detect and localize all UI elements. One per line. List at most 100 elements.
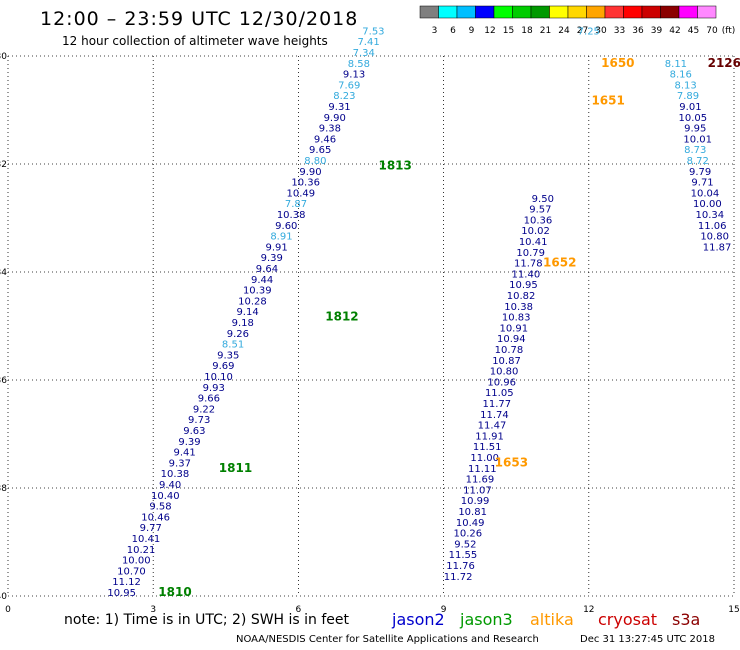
- swh-point: 11.76: [446, 561, 475, 572]
- swh-point: 11.77: [483, 399, 512, 410]
- swh-point: 7.25: [578, 26, 600, 37]
- swh-point: 10.95: [509, 280, 538, 291]
- swh-point: 10.96: [487, 377, 516, 388]
- swh-point: 11.06: [698, 221, 727, 232]
- swh-point: 9.90: [324, 113, 346, 124]
- swh-point: 10.41: [519, 237, 548, 248]
- swh-point: 10.87: [492, 356, 521, 367]
- swh-point: 10.00: [693, 199, 722, 210]
- swh-point: 9.95: [684, 124, 706, 135]
- swh-point: 10.36: [291, 178, 320, 189]
- swh-point: 9.64: [256, 264, 278, 275]
- colorbar-label: 27: [577, 26, 588, 36]
- swh-point: 11.47: [478, 421, 507, 432]
- swh-point: 9.37: [169, 458, 191, 469]
- swh-point: 7.53: [362, 26, 384, 37]
- swh-point: 10.01: [683, 134, 712, 145]
- colorbar: 3 6 9 12 15 18 21 24 27 30 33 36 39 42 45 70 (ft): [419, 5, 735, 36]
- swh-point: 7.69: [338, 80, 360, 91]
- swh-point: 11.07: [463, 485, 492, 496]
- swh-point: 11.00: [470, 453, 499, 464]
- swh-point: 10.83: [502, 313, 531, 324]
- swh-point: 7.87: [285, 199, 307, 210]
- swh-point: 8.80: [304, 156, 326, 167]
- colorbar-label: 15: [503, 26, 514, 36]
- swh-point: 8.73: [684, 145, 706, 156]
- y-tick-label: -30: [0, 52, 7, 62]
- swh-point: 9.39: [178, 437, 200, 448]
- colorbar-label: 30: [595, 26, 607, 36]
- swh-point: 9.31: [328, 102, 350, 113]
- swh-point: 9.44: [251, 275, 273, 286]
- swh-point: 11.55: [449, 550, 478, 561]
- colorbar-swatch: [697, 5, 717, 19]
- swh-point: 10.91: [499, 323, 528, 334]
- swh-point: 9.69: [212, 361, 234, 372]
- x-tick-label: 0: [5, 605, 11, 615]
- swh-point: 8.72: [687, 156, 709, 167]
- swh-point: 8.91: [270, 232, 292, 243]
- swh-point: 10.28: [238, 296, 267, 307]
- legend-cryosat: cryosat: [598, 610, 658, 629]
- swh-point: 10.10: [204, 372, 233, 383]
- swh-point: 9.93: [203, 383, 225, 394]
- swh-point: 8.58: [348, 59, 370, 70]
- swh-point: 11.91: [475, 431, 504, 442]
- swh-point: 9.77: [140, 523, 162, 534]
- legend-jason2: jason2: [392, 610, 445, 629]
- colorbar-label: 18: [521, 26, 533, 36]
- swh-point: 10.26: [453, 529, 482, 540]
- x-tick-label: 9: [441, 605, 447, 615]
- y-tick-label: -36: [0, 376, 7, 386]
- swh-point: 7.34: [353, 48, 375, 59]
- swh-point: 8.13: [674, 80, 696, 91]
- swh-point: 9.01: [679, 102, 701, 113]
- swh-point: 9.22: [193, 404, 215, 415]
- page-subtitle: 12 hour collection of altimeter wave hei…: [62, 34, 328, 48]
- swh-point: 10.95: [107, 588, 136, 599]
- x-tick-label: 6: [296, 605, 302, 615]
- colorbar-label: 36: [632, 26, 644, 36]
- legend-s3a: s3a: [672, 610, 701, 629]
- swh-point: 9.79: [689, 167, 711, 178]
- colorbar-label: 3: [432, 26, 438, 36]
- time-label: 1652: [543, 256, 576, 270]
- swh-point: 10.40: [151, 491, 180, 502]
- colorbar-label: 42: [669, 26, 680, 36]
- swh-point: 10.05: [679, 113, 708, 124]
- swh-point: 10.99: [461, 496, 490, 507]
- swh-point: 10.80: [700, 232, 729, 243]
- swh-point: 10.78: [495, 345, 524, 356]
- swh-point: 9.38: [319, 124, 341, 135]
- swh-point: 10.39: [243, 286, 272, 297]
- swh-point: 11.69: [466, 475, 495, 486]
- swh-point: 9.65: [309, 145, 331, 156]
- swh-point: 7.89: [677, 91, 699, 102]
- footer-credit: NOAA/NESDIS Center for Satellite Applica…: [236, 634, 539, 645]
- colorbar-label: 6: [450, 26, 456, 36]
- page-title: 12:00 – 23:59 UTC 12/30/2018: [40, 8, 359, 30]
- swh-point: 11.74: [480, 410, 509, 421]
- swh-point: 10.81: [458, 507, 487, 518]
- y-tick-label: -32: [0, 160, 7, 170]
- swh-point: 10.79: [516, 248, 545, 259]
- time-label: 1812: [325, 310, 358, 324]
- swh-point: 9.73: [188, 415, 210, 426]
- swh-point: 9.66: [198, 394, 220, 405]
- swh-point: 10.41: [132, 534, 161, 545]
- time-label: 1813: [378, 158, 411, 172]
- swh-point: 10.34: [695, 210, 724, 221]
- swh-point: 9.35: [217, 350, 239, 361]
- colorbar-label: 12: [484, 26, 495, 36]
- swh-point: 8.11: [665, 59, 687, 70]
- x-tick-label: 15: [728, 605, 739, 615]
- swh-point: 10.38: [504, 302, 533, 313]
- note-text: note: 1) Time is in UTC; 2) SWH is in fe…: [64, 612, 350, 628]
- swh-point: 9.46: [314, 134, 336, 145]
- swh-point: 9.50: [532, 194, 554, 205]
- colorbar-label: 33: [614, 26, 625, 36]
- time-label: 1811: [219, 461, 252, 475]
- swh-point: 10.36: [524, 215, 553, 226]
- swh-point: 10.49: [456, 518, 485, 529]
